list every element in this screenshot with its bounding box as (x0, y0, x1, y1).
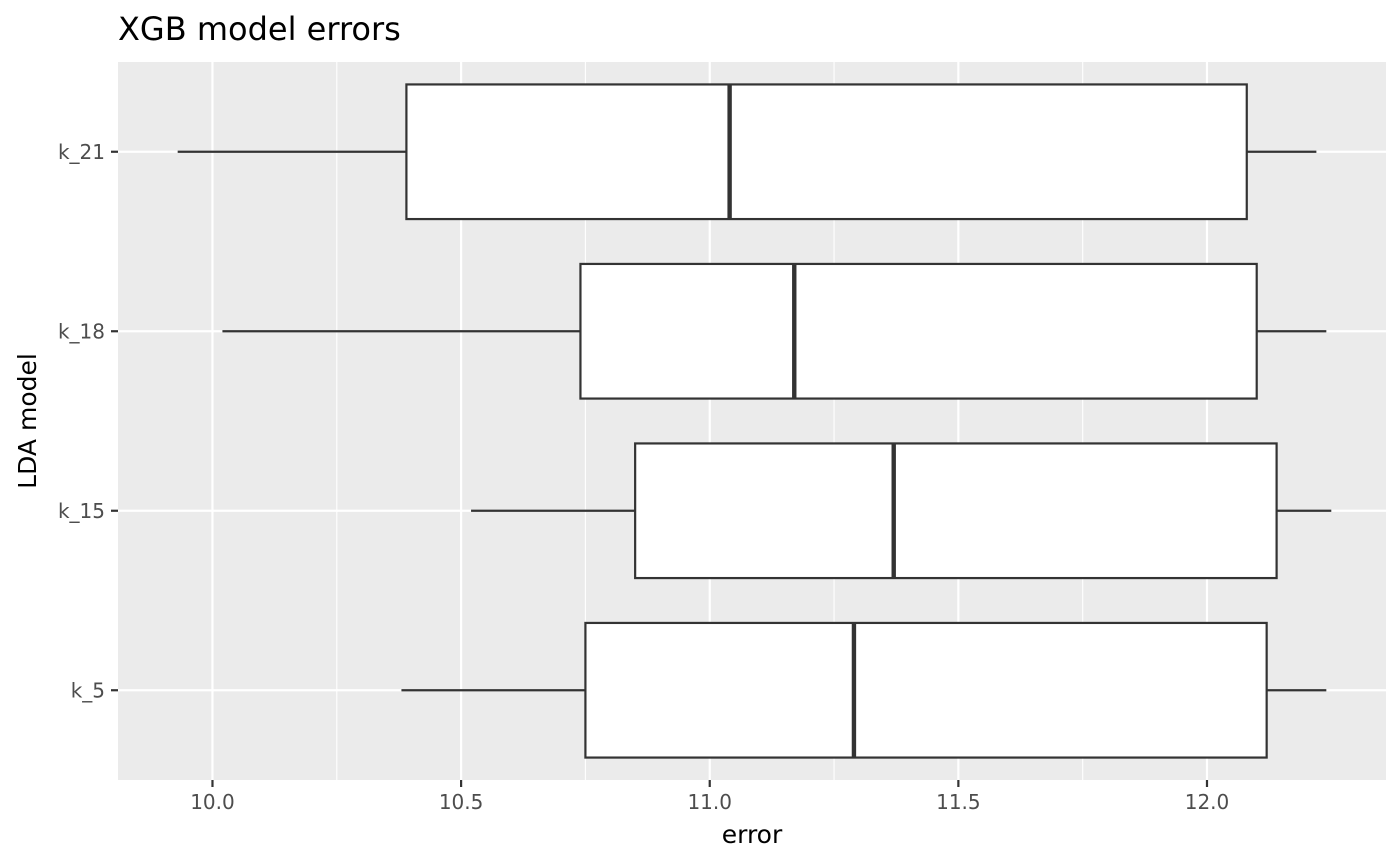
box-iqr (579, 262, 1258, 400)
x-tick-label: 10.0 (190, 790, 235, 814)
y-tick-label: k_5 (71, 678, 105, 702)
x-axis: 10.0 10.5 11.0 11.5 12.0 (190, 780, 1229, 814)
y-axis-title: LDA model (13, 353, 42, 489)
y-tick-label: k_15 (58, 499, 105, 523)
box-iqr (584, 621, 1268, 759)
box-k-21 (177, 83, 1317, 221)
y-tick-label: k_21 (58, 140, 105, 164)
box-iqr (405, 83, 1248, 221)
box-k-15 (471, 442, 1332, 580)
y-tick-label: k_18 (58, 319, 105, 343)
chart-title: XGB model errors (118, 10, 401, 48)
x-tick-label: 11.5 (936, 790, 981, 814)
x-tick-label: 11.0 (687, 790, 732, 814)
box-iqr (634, 442, 1278, 580)
x-axis-title: error (722, 820, 783, 849)
x-tick-label: 12.0 (1185, 790, 1230, 814)
y-axis: k_5 k_15 k_18 k_21 (58, 140, 118, 702)
x-tick-label: 10.5 (439, 790, 484, 814)
box-k-18 (222, 262, 1327, 400)
boxes (177, 83, 1332, 759)
box-k-5 (401, 621, 1327, 759)
